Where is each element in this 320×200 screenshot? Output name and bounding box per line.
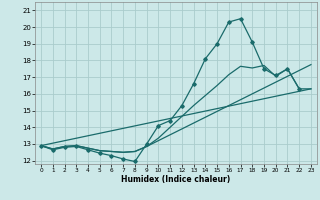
X-axis label: Humidex (Indice chaleur): Humidex (Indice chaleur) xyxy=(121,175,231,184)
